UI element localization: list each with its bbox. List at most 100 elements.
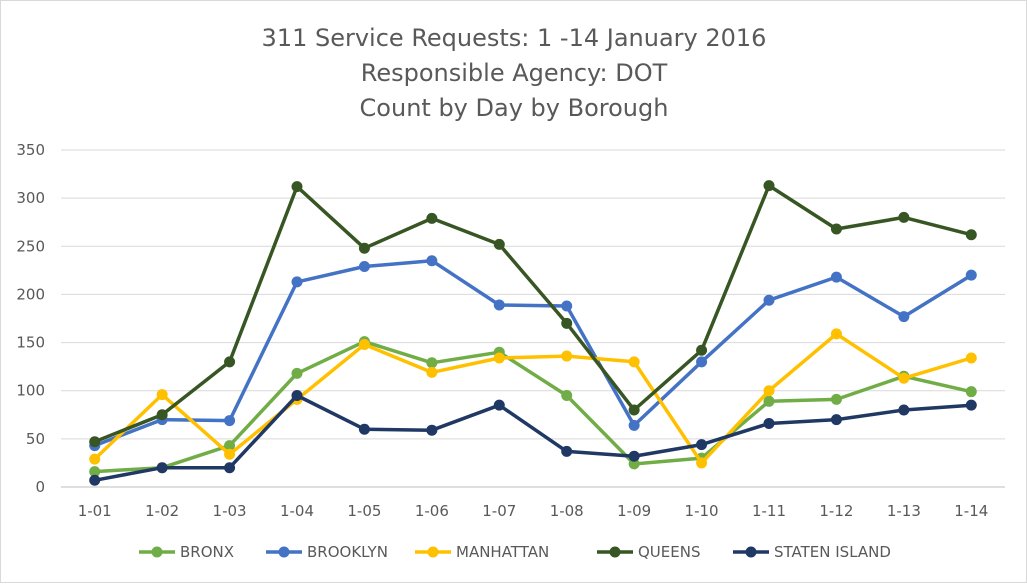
- legend-item: BROOKLYN: [266, 543, 388, 561]
- legend-swatch-marker: [278, 546, 290, 558]
- data-point: [898, 372, 910, 384]
- legend-label: STATEN ISLAND: [774, 543, 891, 561]
- data-point: [156, 462, 168, 474]
- data-point: [426, 366, 438, 378]
- series-lines: [89, 180, 977, 486]
- data-point: [426, 424, 438, 436]
- data-point: [830, 223, 842, 235]
- data-point: [830, 414, 842, 426]
- series-staten-island: [89, 390, 977, 486]
- series-line: [94, 258, 973, 448]
- data-point: [358, 423, 370, 435]
- data-point: [628, 458, 640, 470]
- data-point: [224, 448, 236, 460]
- data-point: [156, 389, 168, 401]
- data-point: [426, 212, 438, 224]
- chart-title: 311 Service Requests: 1 -14 January 2016…: [262, 24, 767, 122]
- data-point: [89, 474, 101, 486]
- data-point: [426, 357, 438, 369]
- y-tick-label: 250: [16, 237, 45, 255]
- data-point: [628, 404, 640, 416]
- data-point: [763, 180, 775, 192]
- y-tick-label: 100: [16, 382, 45, 400]
- data-point: [89, 436, 101, 448]
- legend-label: BRONX: [180, 543, 234, 561]
- data-point: [291, 181, 303, 193]
- data-point: [561, 390, 573, 402]
- x-tick-label: 1-14: [954, 502, 988, 520]
- data-point: [898, 311, 910, 323]
- series-line: [94, 393, 972, 483]
- data-point: [696, 457, 708, 469]
- legend-item: STATEN ISLAND: [733, 543, 891, 561]
- x-tick-label: 1-01: [78, 502, 112, 520]
- legend-swatch-marker: [151, 546, 163, 558]
- data-point: [224, 462, 236, 474]
- x-tick-label: 1-09: [617, 502, 651, 520]
- legend-label: MANHATTAN: [456, 543, 549, 561]
- y-tick-label: 150: [16, 334, 45, 352]
- legend-item: MANHATTAN: [415, 543, 549, 561]
- series-line: [94, 183, 972, 444]
- data-point: [358, 242, 370, 254]
- y-tick-label: 50: [26, 430, 45, 448]
- y-tick-label: 200: [16, 285, 45, 303]
- series-line: [94, 339, 972, 474]
- data-point: [898, 211, 910, 223]
- x-tick-label: 1-06: [415, 502, 449, 520]
- data-point: [561, 445, 573, 457]
- data-point: [358, 338, 370, 350]
- data-point: [89, 453, 101, 465]
- data-point: [426, 255, 438, 267]
- data-point: [561, 350, 573, 362]
- data-point: [224, 356, 236, 368]
- series-brooklyn: [89, 255, 977, 452]
- chart-title-line: 311 Service Requests: 1 -14 January 2016: [262, 24, 767, 52]
- data-point: [763, 385, 775, 397]
- data-point: [965, 399, 977, 411]
- data-point: [965, 229, 977, 241]
- x-tick-label: 1-10: [685, 502, 719, 520]
- data-point: [493, 299, 505, 311]
- legend-item: BRONX: [139, 543, 234, 561]
- data-point: [493, 399, 505, 411]
- data-point: [291, 276, 303, 288]
- data-point: [156, 409, 168, 421]
- data-point: [493, 352, 505, 364]
- series-line: [93, 332, 972, 465]
- chart-title-line: Count by Day by Borough: [360, 94, 669, 122]
- legend-swatch-marker: [427, 546, 439, 558]
- data-point: [830, 393, 842, 405]
- x-tick-label: 1-05: [347, 502, 381, 520]
- data-point: [291, 390, 303, 402]
- x-tick-label: 1-02: [145, 502, 179, 520]
- gridlines: [61, 149, 1005, 488]
- chart-title-line: Responsible Agency: DOT: [361, 59, 668, 87]
- y-tick-label: 0: [35, 478, 45, 496]
- data-point: [965, 269, 977, 281]
- data-point: [493, 238, 505, 250]
- data-point: [965, 352, 977, 364]
- x-tick-label: 1-12: [819, 502, 853, 520]
- data-point: [224, 415, 236, 427]
- data-point: [628, 356, 640, 368]
- x-axis-ticks: 1-01 1-02 1-03 1-04 1-05 1-06 1-07 1-08 1-09 1-10…: [78, 502, 989, 520]
- y-axis-ticks: 0 50 100 150 200 250 300 350: [16, 141, 45, 496]
- x-tick-label: 1-08: [550, 502, 584, 520]
- data-point: [358, 261, 370, 273]
- legend-label: QUEENS: [638, 543, 700, 561]
- data-point: [763, 294, 775, 306]
- data-point: [561, 317, 573, 329]
- y-tick-label: 350: [16, 141, 45, 159]
- data-point: [763, 395, 775, 407]
- data-point: [628, 419, 640, 431]
- data-point: [696, 356, 708, 368]
- data-point: [696, 344, 708, 356]
- data-point: [696, 439, 708, 451]
- series-queens: [89, 180, 977, 448]
- x-tick-label: 1-07: [482, 502, 516, 520]
- x-tick-label: 1-11: [752, 502, 786, 520]
- data-point: [830, 271, 842, 283]
